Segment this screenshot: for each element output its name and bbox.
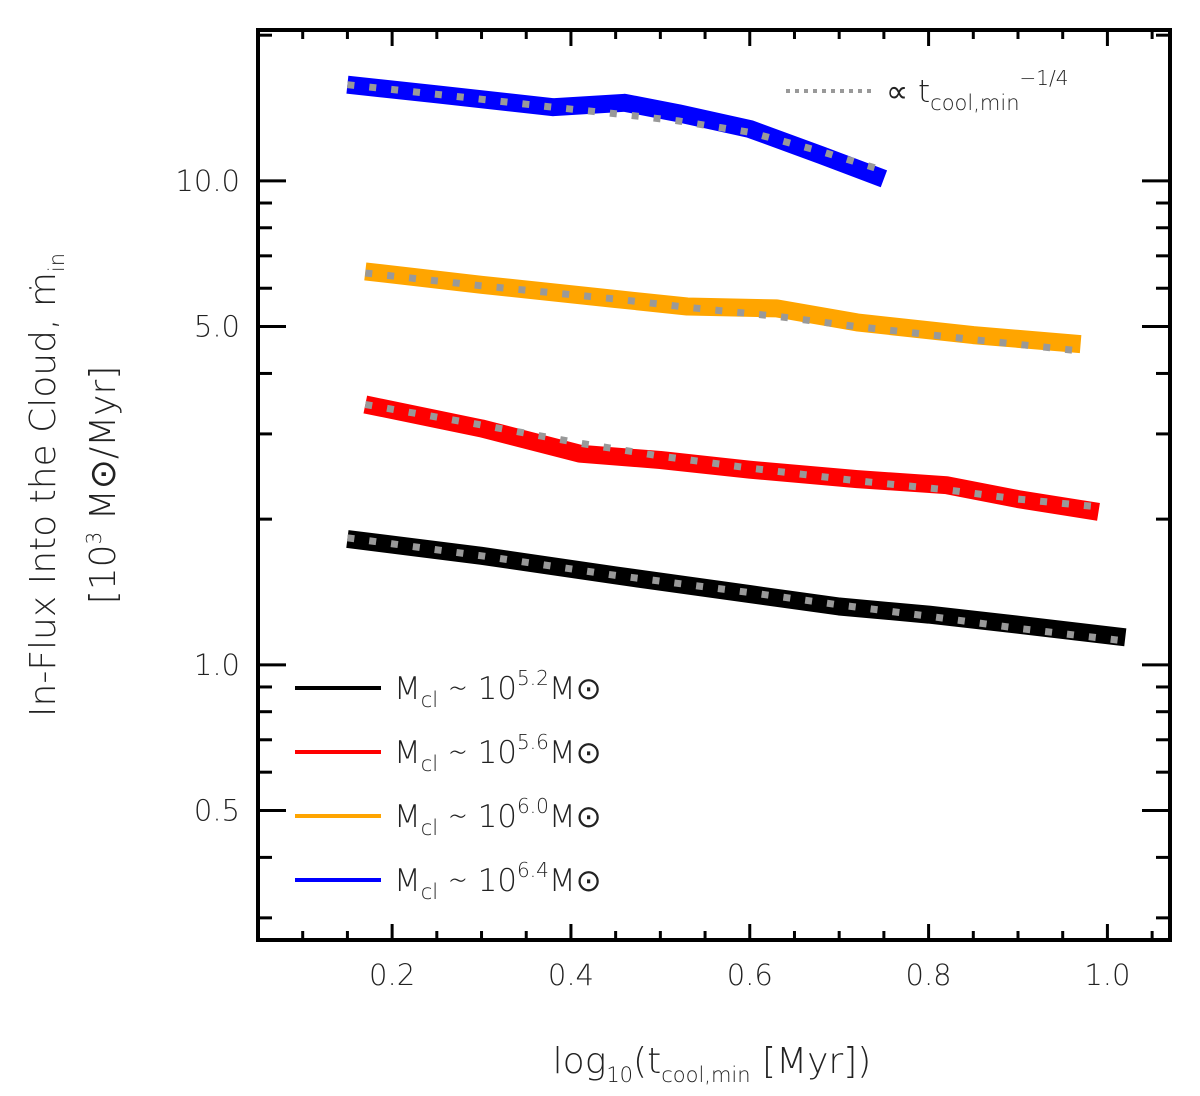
series-line-orange (364, 262, 1082, 354)
y-tick-label: 1.0 (194, 648, 240, 682)
x-tick-label: 0.4 (548, 958, 594, 992)
series-line-red (363, 395, 1100, 521)
annotation-label: ∝ tcool,min−1/4 (886, 66, 1068, 115)
y-tick-label: 5.0 (194, 310, 240, 344)
y-axis-title-line1: In-Flux Into the Cloud, ṁin (23, 253, 69, 717)
plot-lines (346, 75, 1127, 647)
legend-label-red: Mcl ∼ 105.6M⊙ (394, 730, 602, 776)
legend-label-black: Mcl ∼ 105.2M⊙ (394, 666, 602, 712)
x-tick-label: 1.0 (1084, 958, 1130, 992)
y-tick-label: 0.5 (194, 793, 240, 827)
y-tick-label: 10.0 (175, 164, 240, 198)
x-axis-title: log10(tcool,min [Myr]) (553, 1041, 872, 1087)
legend-label-blue: Mcl ∼ 106.4M⊙ (394, 858, 602, 904)
fit-line-blue (347, 81, 885, 174)
series-line-black (346, 530, 1127, 647)
plot-frame (256, 28, 1172, 942)
y-axis-title-line2: [103 M⊙/Myr] (82, 366, 124, 605)
y-axis-title: In-Flux Into the Cloud, ṁin [103 M⊙/Myr] (23, 253, 124, 717)
x-tick-label: 0.2 (369, 958, 415, 992)
x-tick-label: 0.6 (727, 958, 773, 992)
series-line-blue (346, 75, 888, 188)
ticks: 0.2 0.4 0.6 0.8 1.0 0.5 1.0 5.0 10.0 (175, 30, 1170, 992)
legend: Mcl ∼ 105.2M⊙ Mcl ∼ 105.6M⊙ Mcl ∼ 106.0M… (295, 666, 602, 904)
legend-label-orange: Mcl ∼ 106.0M⊙ (394, 794, 602, 840)
fit-line-black (346, 534, 1126, 645)
x-tick-label: 0.8 (906, 958, 952, 992)
